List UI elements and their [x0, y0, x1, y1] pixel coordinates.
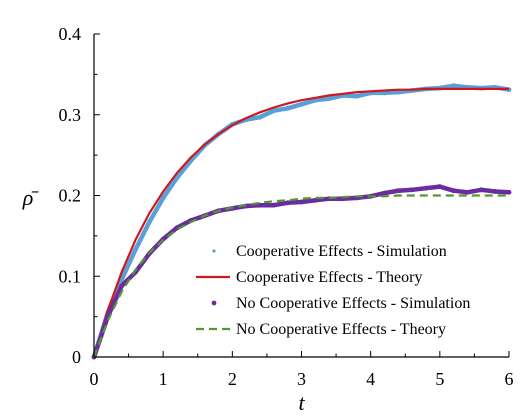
series-cooperative-effects-simulation	[91, 83, 512, 360]
data-point	[312, 197, 318, 203]
data-point	[478, 187, 484, 193]
data-point	[119, 283, 125, 289]
legend-entry: Cooperative Effects - Theory	[196, 269, 422, 286]
legend-label: No Cooperative Effects - Theory	[236, 321, 446, 338]
x-tick-label: 6	[505, 369, 514, 389]
legend-entry: No Cooperative Effects - Simulation	[211, 295, 470, 312]
data-point	[395, 89, 401, 95]
legend-marker	[211, 300, 217, 306]
data-point	[146, 219, 152, 225]
data-point	[465, 189, 470, 195]
legend: Cooperative Effects - Simulation Cooperat…	[196, 243, 470, 338]
data-point	[285, 105, 291, 111]
data-point	[299, 199, 304, 205]
axes-layer	[93, 33, 510, 358]
legend-entry: No Cooperative Effects - Theory	[196, 321, 446, 338]
data-point	[354, 93, 360, 99]
data-point	[437, 184, 443, 190]
x-tick-label: 1	[159, 369, 168, 389]
y-tick-label: 0	[72, 347, 81, 367]
x-tick-label: 5	[435, 369, 444, 389]
y-tick-label: 0.2	[59, 186, 82, 206]
data-point	[257, 114, 263, 120]
data-point	[271, 202, 277, 208]
data-point	[160, 195, 166, 201]
y-tick-label: 0.4	[59, 24, 82, 44]
legend-label: Cooperative Effects - Simulation	[236, 243, 447, 260]
series-no-cooperative-effects-theory	[92, 194, 509, 358]
y-tick-label: 0.3	[59, 105, 82, 125]
series-line	[92, 87, 509, 358]
data-point	[492, 189, 498, 194]
series-layer	[91, 83, 512, 360]
x-tick-label: 2	[228, 369, 237, 389]
data-point	[382, 90, 387, 96]
x-tick-label: 4	[366, 369, 375, 389]
y-tick-label: 0.1	[59, 266, 82, 286]
data-point	[451, 188, 457, 194]
data-point	[285, 200, 291, 206]
x-tick-label: 0	[90, 369, 99, 389]
data-point	[382, 190, 387, 196]
data-point	[133, 247, 138, 253]
x-axis-label: t	[298, 390, 305, 415]
labels-layer: 0 1 2 3 4 5 6 0 0.1 0.2 0.3 0.4 t ρ̄	[22, 24, 514, 415]
data-point	[299, 101, 304, 107]
data-point	[395, 188, 401, 194]
series-line	[91, 83, 512, 360]
legend-label: No Cooperative Effects - Simulation	[236, 295, 470, 312]
y-axis-label: ρ̄	[22, 185, 40, 210]
data-point	[326, 96, 332, 101]
data-point	[174, 175, 180, 181]
legend-label: Cooperative Effects - Theory	[236, 269, 422, 286]
data-point	[451, 83, 457, 89]
data-point	[506, 189, 512, 195]
legend-entry: Cooperative Effects - Simulation	[212, 243, 447, 260]
data-point	[409, 187, 415, 193]
series-cooperative-effects-theory	[92, 87, 509, 358]
series-line	[92, 194, 509, 358]
x-tick-label: 3	[297, 369, 306, 389]
data-point	[271, 108, 277, 114]
data-point	[423, 185, 429, 191]
legend-marker	[212, 249, 216, 253]
